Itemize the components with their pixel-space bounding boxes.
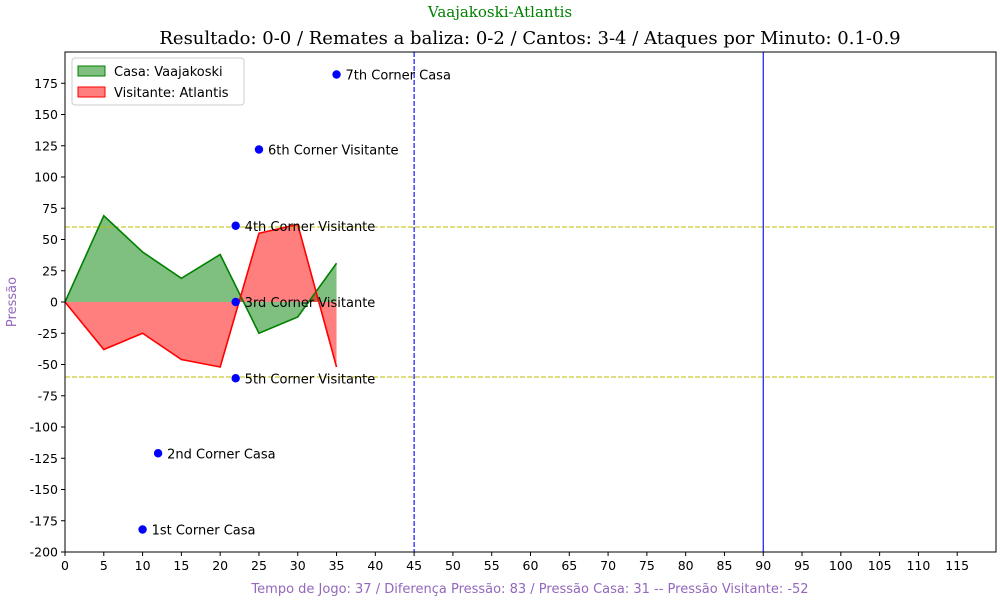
y-tick-label: 25 — [42, 263, 58, 278]
x-tick-label: 25 — [251, 558, 267, 573]
x-tick-label: 100 — [829, 558, 853, 573]
x-tick-label: 45 — [406, 558, 422, 573]
y-axis-label: Pressão — [5, 277, 20, 327]
x-tick-label: 5 — [100, 558, 108, 573]
x-axis: 0 5 10 15 20 25 30 35 40 45 50 55 60 65 70 75 80 85 90 95 10… — [61, 552, 969, 573]
y-tick-label: 100 — [34, 170, 58, 185]
corner-label: 4th Corner Visitante — [245, 220, 376, 235]
x-tick-label: 95 — [794, 558, 810, 573]
corner-label: 7th Corner Casa — [346, 69, 451, 84]
y-axis: -200 -175 -150 -125 -100 -75 -50 -25 0 25 50 75 100 1… — [30, 76, 65, 560]
x-tick-label: 35 — [329, 558, 345, 573]
x-tick-label: 30 — [290, 558, 306, 573]
x-tick-label: 75 — [639, 558, 655, 573]
chart-suptitle: Vaajakoski-Atlantis — [427, 3, 572, 21]
corner-point — [332, 70, 341, 79]
y-tick-label: 75 — [42, 201, 58, 216]
chart-legend: Casa: Vaajakoski Visitante: Atlantis — [71, 57, 245, 106]
y-tick-label: 125 — [34, 138, 58, 153]
y-tick-label: -150 — [30, 482, 58, 497]
x-tick-label: 105 — [868, 558, 892, 573]
line-home — [64, 214, 338, 335]
legend-box — [71, 57, 245, 106]
y-tick-label: -125 — [30, 451, 58, 466]
corner-point — [254, 145, 264, 154]
legend-label-away: Visitante: Atlantis — [114, 86, 229, 101]
x-tick-label: 50 — [445, 558, 461, 573]
y-tick-label: -175 — [30, 513, 58, 528]
corner-annotations: 1st Corner Casa 2nd Corner Casa 3rd Corner… — [152, 69, 451, 539]
y-tick-label: 50 — [42, 232, 58, 247]
x-tick-label: 10 — [135, 558, 151, 573]
corner-point — [231, 374, 240, 383]
x-tick-label: 15 — [173, 558, 189, 573]
x-tick-label: 0 — [61, 558, 69, 573]
corner-label: 5th Corner Visitante — [245, 372, 376, 387]
reference-lines — [65, 52, 996, 552]
x-tick-label: 115 — [945, 558, 969, 573]
x-tick-label: 20 — [212, 558, 228, 573]
y-tick-label: 150 — [34, 107, 58, 122]
legend-label-home: Casa: Vaajakoski — [114, 65, 223, 80]
x-tick-label: 85 — [717, 558, 733, 573]
corner-point — [153, 449, 163, 458]
area-fills — [65, 215, 337, 367]
y-tick-label: -50 — [38, 357, 58, 372]
x-tick-label: 110 — [906, 558, 930, 573]
x-tick-label: 60 — [523, 558, 539, 573]
corner-label: 2nd Corner Casa — [167, 447, 276, 462]
plot-area: 1st Corner Casa 2nd Corner Casa 3rd Corner… — [64, 52, 996, 552]
y-tick-label: 0 — [50, 295, 58, 310]
x-tick-label: 40 — [367, 558, 383, 573]
legend-swatch-home — [77, 65, 106, 77]
corner-points — [138, 70, 341, 534]
y-tick-label: 175 — [34, 76, 58, 91]
x-tick-label: 55 — [484, 558, 500, 573]
x-tick-label: 80 — [678, 558, 694, 573]
legend-swatch-away — [77, 86, 106, 98]
x-axis-label: Tempo de Jogo: 37 / Diferença Pressão: 8… — [250, 582, 808, 597]
corner-label: 6th Corner Visitante — [268, 144, 399, 159]
corner-label: 1st Corner Casa — [152, 524, 256, 539]
x-tick-label: 65 — [561, 558, 577, 573]
y-tick-label: -200 — [30, 545, 58, 560]
x-tick-label: 90 — [755, 558, 771, 573]
series-lines — [64, 214, 338, 368]
chart-title: Resultado: 0-0 / Remates a baliza: 0-2 /… — [159, 28, 900, 49]
y-tick-label: -100 — [30, 420, 58, 435]
x-tick-label: 70 — [600, 558, 616, 573]
corner-point — [231, 297, 240, 307]
area-away — [65, 224, 337, 367]
area-home — [65, 215, 337, 334]
corner-point — [231, 221, 240, 230]
y-tick-label: -25 — [38, 326, 58, 341]
corner-label: 3rd Corner Visitante — [245, 296, 376, 311]
corner-point — [138, 525, 147, 534]
line-away — [64, 223, 338, 368]
y-tick-label: -75 — [38, 388, 58, 403]
